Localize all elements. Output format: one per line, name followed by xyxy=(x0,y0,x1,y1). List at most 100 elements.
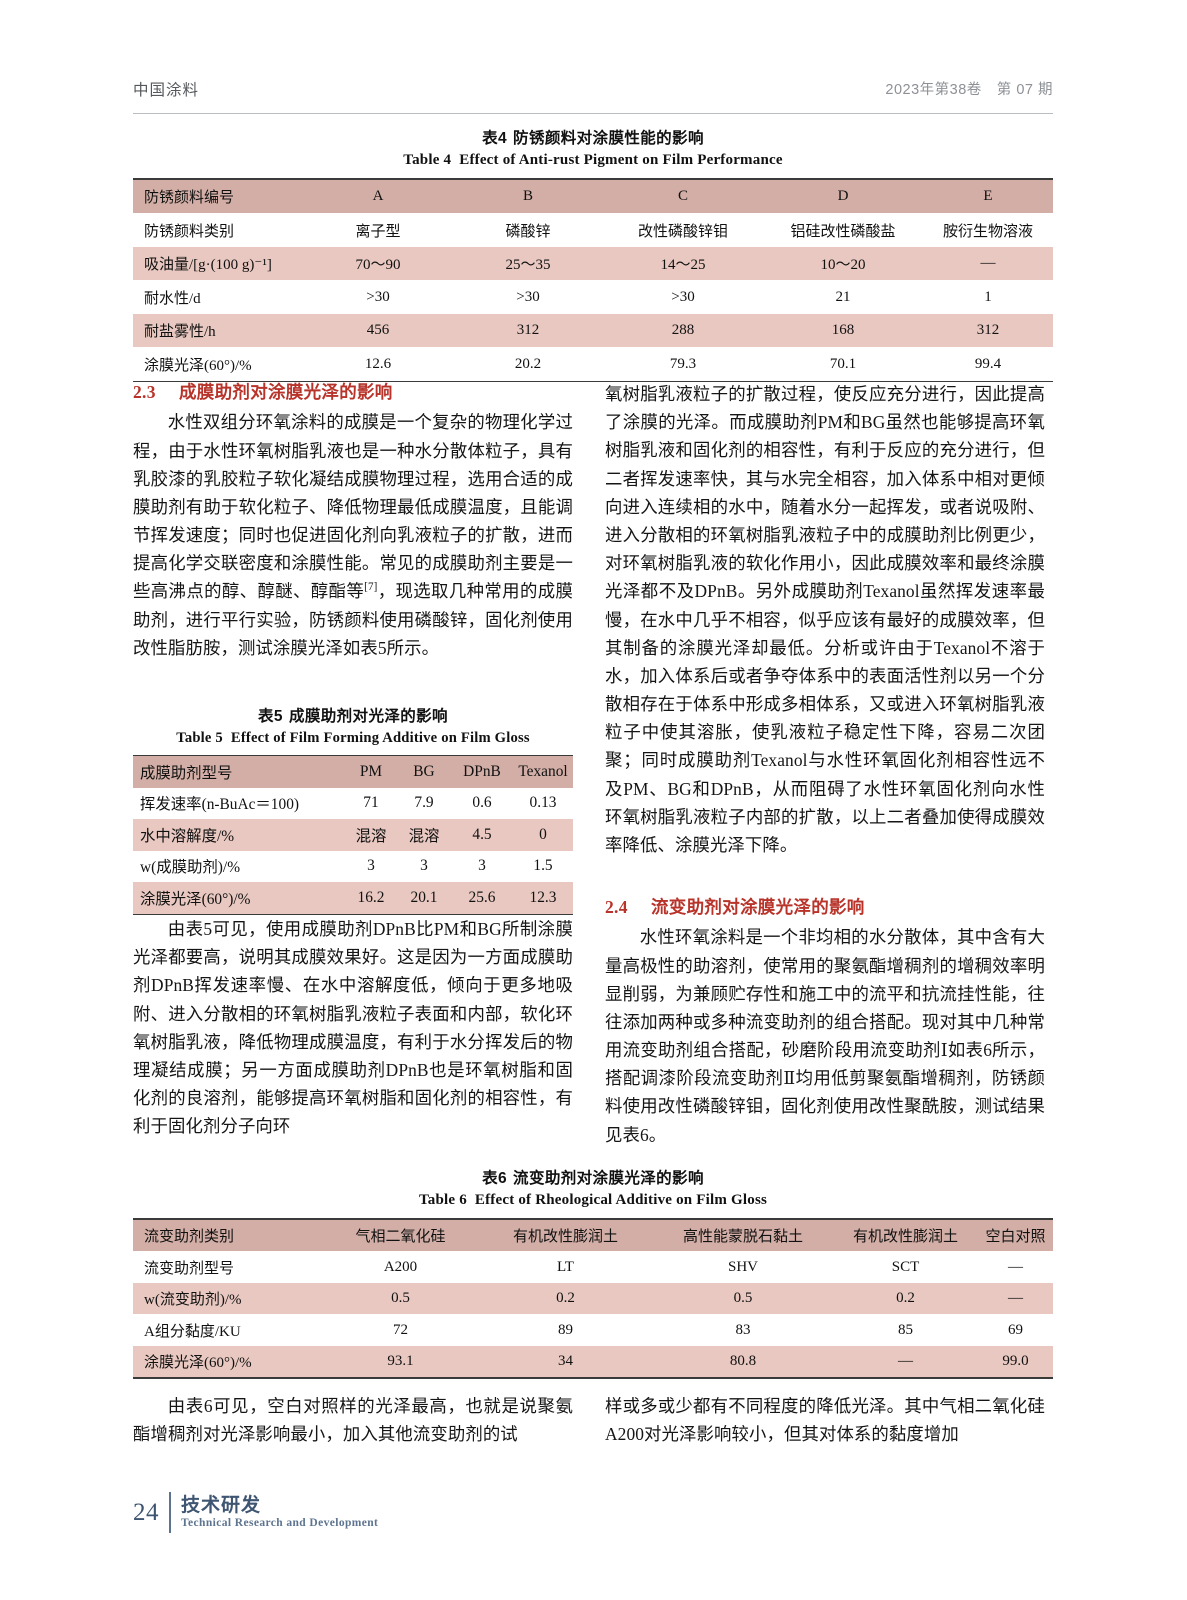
para-bottom-left-block: 由表6可见，空白对照样的光泽最高，也就是说聚氨酯增稠剂对光泽影响最小，加入其他流… xyxy=(133,1392,573,1448)
cell: D xyxy=(837,188,849,205)
cell: 312 xyxy=(516,322,540,339)
section-number: 2.3 xyxy=(133,382,156,402)
table5-number-en: Table 5 xyxy=(176,730,223,747)
cell: 72 xyxy=(393,1321,408,1338)
section-title: 成膜助剂对涂膜光泽的影响 xyxy=(179,382,393,402)
cell: 高性能蒙脱石黏土 xyxy=(682,1229,803,1246)
cell: 3 xyxy=(367,857,375,875)
cell: 16.2 xyxy=(357,888,385,906)
cell: 空白对照 xyxy=(985,1229,1046,1246)
row-label: 耐盐雾性/h xyxy=(144,324,216,341)
table-row: 耐水性/d >30 >30 >30 21 1 xyxy=(133,280,1053,314)
section-number: 2.4 xyxy=(605,897,628,917)
table-row: 涂膜光泽(60°)/% 93.1 34 80.8 — 99.0 xyxy=(133,1345,1053,1378)
table-row: 耐盐雾性/h 456 312 288 168 312 xyxy=(133,313,1053,348)
cell: 0.6 xyxy=(472,794,492,812)
footer-label-cn: 技术研发 xyxy=(181,1495,262,1517)
cell: A xyxy=(372,188,384,205)
table6-number-en: Table 6 xyxy=(418,1192,467,1209)
row-label: 水中溶解度/% xyxy=(140,827,235,845)
cell: 69 xyxy=(1008,1321,1023,1338)
cell: 0 xyxy=(539,825,547,843)
cell: 1.5 xyxy=(533,857,553,875)
row-label: 防锈颜料类别 xyxy=(144,223,235,240)
paragraph-24: 水性环氧涂料是一个非均相的水分散体，其中含有大量高极性的助溶剂，使常用的聚氨酯增… xyxy=(605,927,1045,1145)
cell: 0.5 xyxy=(391,1290,410,1307)
cell: 70～90 xyxy=(355,257,401,274)
paragraph-after-table5: 由表5可见，使用成膜助剂DPnB比PM和BG所制涂膜光泽都要高，说明其成膜效果好… xyxy=(133,919,573,1137)
cell: 0.2 xyxy=(556,1290,575,1307)
cell: 12.6 xyxy=(364,355,392,372)
cell: 7.9 xyxy=(414,794,434,812)
cell: PM xyxy=(359,762,383,780)
cell: 89 xyxy=(558,1321,573,1338)
table-row: A组分黏度/KU 72 89 83 85 69 xyxy=(133,1314,1053,1346)
row-label: 流变助剂类别 xyxy=(144,1229,235,1246)
table5-top-rule xyxy=(133,754,573,757)
para-after-table5-block: 由表5可见，使用成膜助剂DPnB比PM和BG所制涂膜光泽都要高，说明其成膜效果好… xyxy=(133,915,573,1141)
table5: 成膜助剂型号 PM BG DPnB Texanol 挥发速率(n-BuAc＝10… xyxy=(133,756,573,914)
cell: >30 xyxy=(671,288,695,305)
table-row: w(流变助剂)/% 0.5 0.2 0.5 0.2 — xyxy=(133,1282,1053,1315)
cell: >30 xyxy=(366,288,390,305)
cell: — xyxy=(1008,1258,1023,1275)
table4-title-cn: 防锈颜料对涂膜性能的影响 xyxy=(513,130,704,147)
cell: 改性磷酸锌钼 xyxy=(637,223,728,240)
cell: 混溶 xyxy=(408,827,440,845)
table6-caption-cn: 表6 流变助剂对涂膜光泽的影响 xyxy=(133,1168,1053,1190)
cell: 99.4 xyxy=(974,355,1002,372)
cell: B xyxy=(522,188,533,205)
cell: 离子型 xyxy=(355,223,401,240)
table6-block: 表6 流变助剂对涂膜光泽的影响 Table 6 Effect of Rheologi… xyxy=(133,1168,1053,1379)
cell: 288 xyxy=(671,322,695,339)
page-number: 24 xyxy=(133,1498,159,1526)
table6-top-rule xyxy=(133,1218,1053,1220)
cell: 79.3 xyxy=(669,355,697,372)
table-row: 吸油量/[g·(100 g)⁻¹] 70～90 25～35 14～25 10～2… xyxy=(133,246,1053,281)
cell: 456 xyxy=(366,322,390,339)
table4-caption-en: Table 4 Effect of Anti-rust Pigment on Fi… xyxy=(133,150,1053,172)
cell: 312 xyxy=(976,322,1000,339)
cell: 71 xyxy=(363,794,379,812)
footer-label: 技术研发 Technical Research and Development xyxy=(181,1495,378,1529)
cell: 铝硅改性磷酸盐 xyxy=(790,223,896,240)
cell: 99.0 xyxy=(1002,1353,1029,1370)
cell: 20.1 xyxy=(410,888,438,906)
table4-block: 表4 防锈颜料对涂膜性能的影响 Table 4 Effect of Anti-rus… xyxy=(133,128,1053,383)
table5-number-cn: 表5 xyxy=(258,708,283,725)
para-bottom-right-block: 样或多或少都有不同程度的降低光泽。其中气相二氧化硅A200对光泽影响较小，但其对… xyxy=(605,1392,1045,1448)
cell: 0.13 xyxy=(529,794,557,812)
cell: 磷酸锌 xyxy=(505,223,551,240)
row-label: A组分黏度/KU xyxy=(144,1323,241,1340)
row-label: 流变助剂型号 xyxy=(144,1260,235,1277)
cell: 20.2 xyxy=(514,355,542,372)
cell: 有机改性膨润土 xyxy=(852,1229,958,1246)
cell: — xyxy=(1008,1290,1023,1307)
cell: SCT xyxy=(891,1258,920,1275)
cell: 83 xyxy=(735,1321,751,1338)
table4-bottom-rule xyxy=(133,380,1053,383)
table6-header-row: 流变助剂类别 气相二氧化硅 有机改性膨润土 高性能蒙脱石黏土 有机改性膨润土 空… xyxy=(133,1219,1053,1252)
journal-name: 中国涂料 xyxy=(133,82,200,99)
paragraph-bottom-right: 样或多或少都有不同程度的降低光泽。其中气相二氧化硅A200对光泽影响较小，但其对… xyxy=(605,1396,1045,1445)
section-23-block: 2.3 成膜助剂对涂膜光泽的影响 水性双组分环氧涂料的成膜是一个复杂的物理化学过程… xyxy=(133,378,573,662)
row-label: w(成膜助剂)/% xyxy=(140,859,241,877)
row-label: 涂膜光泽(60°)/% xyxy=(140,890,251,908)
cell: — xyxy=(898,1353,913,1370)
cell: 34 xyxy=(558,1353,573,1370)
cell: 有机改性膨润土 xyxy=(512,1229,618,1246)
cell: SHV xyxy=(727,1258,758,1275)
row-label: 耐水性/d xyxy=(144,290,201,307)
paragraph-23-tail: ，现选取几种常用的成膜助剂，进行平行实验，防锈颜料使用磷酸锌，固化剂使用改性脂肪… xyxy=(133,581,573,658)
row-label: w(流变助剂)/% xyxy=(144,1292,242,1309)
cell: C xyxy=(677,188,688,205)
cell: 14～25 xyxy=(660,257,706,274)
table6-title-cn: 流变助剂对涂膜光泽的影响 xyxy=(513,1170,704,1187)
cell: 4.5 xyxy=(472,825,492,843)
section-heading-23: 2.3 成膜助剂对涂膜光泽的影响 xyxy=(133,378,573,406)
paragraph-right-top: 氧树脂乳液粒子的扩散过程，使反应充分进行，因此提高了涂膜的光泽。而成膜助剂PM和… xyxy=(605,384,1045,855)
cell: 25.6 xyxy=(468,888,496,906)
cell: A200 xyxy=(383,1258,418,1275)
cell: 168 xyxy=(831,322,855,339)
